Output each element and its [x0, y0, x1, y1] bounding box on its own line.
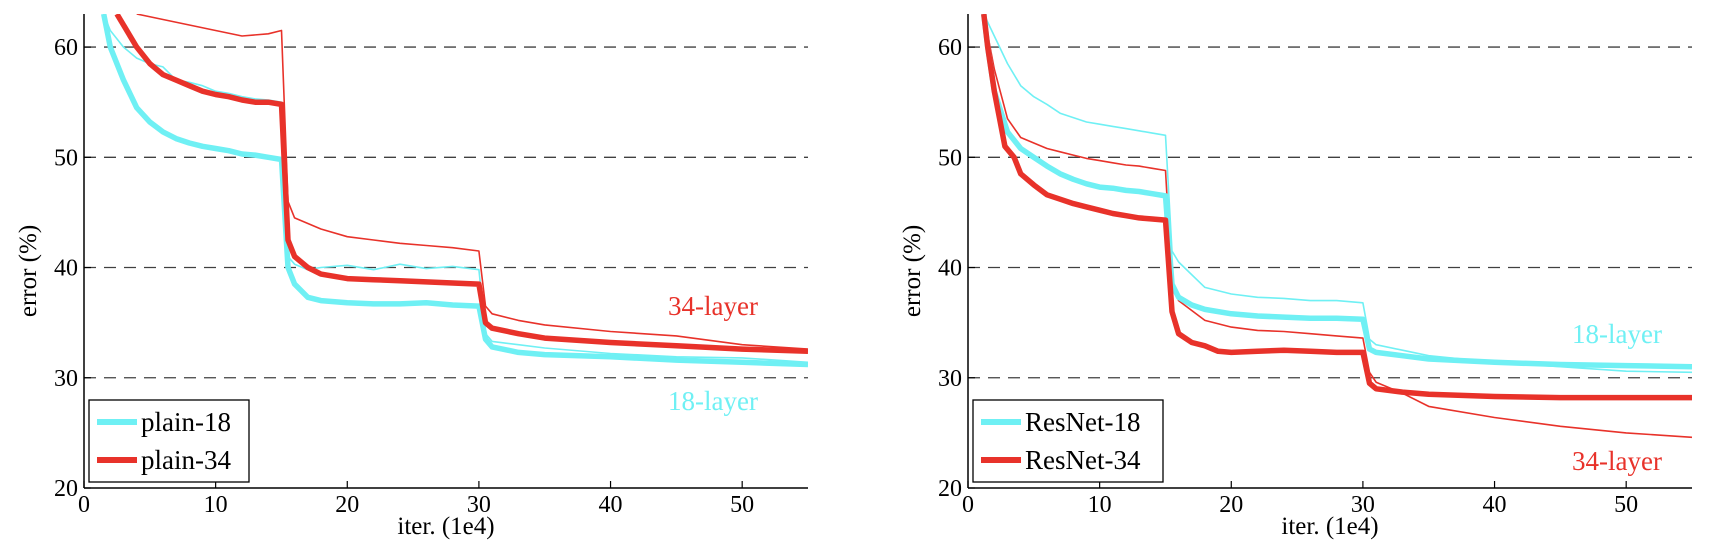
x-tick-label: 0: [78, 492, 90, 518]
series-line-plain-18: [101, 14, 808, 368]
y-tick-label: 20: [938, 476, 962, 502]
y-tick-label: 40: [54, 256, 78, 282]
x-tick-label: 10: [1088, 492, 1112, 518]
legend: plain-18 plain-34: [88, 399, 250, 483]
legend-label: ResNet-18: [1025, 407, 1140, 437]
x-tick-label: 20: [335, 492, 359, 518]
legend-label: ResNet-34: [1025, 445, 1141, 475]
x-tick-label: 30: [467, 492, 491, 518]
y-axis-title: error (%): [899, 225, 926, 317]
series-line-resnet-34: [981, 14, 1692, 401]
y-axis-title: error (%): [15, 225, 42, 317]
series-line-resnet-34-train: [983, 14, 1692, 439]
x-axis-title: iter. (1e4): [397, 513, 494, 540]
x-tick-label: 50: [730, 492, 754, 518]
series-line-resnet-18-train: [983, 14, 1692, 374]
x-tick-label: 40: [1483, 492, 1507, 518]
y-tick-label: 30: [938, 366, 962, 392]
annotation-label: 18-layer: [668, 386, 758, 416]
y-tick-label: 40: [938, 256, 962, 282]
x-tick-label: 40: [599, 492, 623, 518]
x-tick-label: 0: [962, 492, 974, 518]
y-tick-label: 50: [938, 145, 962, 171]
legend-label: plain-18: [141, 407, 231, 437]
x-tick-label: 10: [204, 492, 228, 518]
x-axis-title: iter. (1e4): [1281, 513, 1378, 540]
chart-plain: 0 10 20 30 40 50 20 30 40 50 60 iter. (1e4) error (%…: [15, 14, 808, 540]
legend-box: [88, 399, 250, 483]
x-tick-label: 30: [1351, 492, 1375, 518]
series-line-resnet-18: [981, 14, 1692, 370]
y-tick-label: 20: [54, 476, 78, 502]
legend-label: plain-34: [141, 445, 231, 475]
series-line-plain-34: [114, 14, 808, 355]
annotation-label: 34-layer: [1572, 446, 1662, 476]
legend-box: [972, 399, 1164, 483]
series-line-plain-34-train: [136, 14, 808, 350]
x-tick-label: 50: [1614, 492, 1638, 518]
y-tick-label: 30: [54, 366, 78, 392]
y-tick-label: 60: [938, 35, 962, 61]
legend: ResNet-18 ResNet-34: [972, 399, 1164, 483]
series-line-plain-18-train: [102, 14, 808, 364]
chart-resnet: 0 10 20 30 40 50 20 30 40 50 60 iter. (1e4) error (%…: [899, 14, 1692, 540]
annotation-label: 34-layer: [668, 291, 758, 321]
y-tick-label: 60: [54, 35, 78, 61]
y-tick-label: 50: [54, 145, 78, 171]
annotation-label: 18-layer: [1572, 319, 1662, 349]
x-tick-label: 20: [1219, 492, 1243, 518]
